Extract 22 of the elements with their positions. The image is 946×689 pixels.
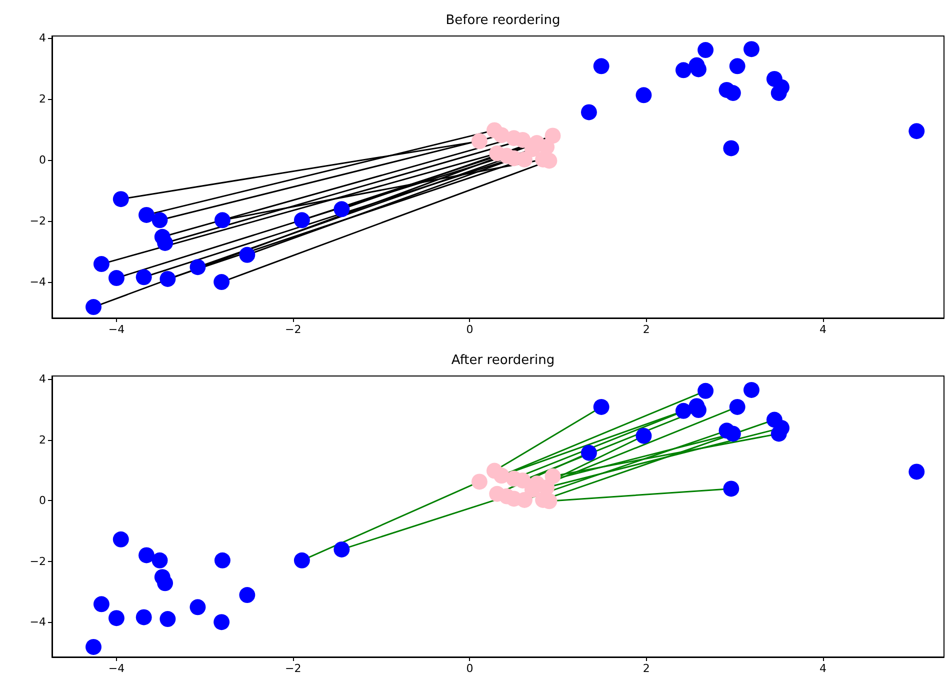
y-tick-label: 0 [39, 154, 46, 167]
x-tick-label: 0 [466, 323, 474, 336]
y-tick-label: −2 [30, 214, 46, 228]
y-tick-label: 0 [39, 494, 46, 508]
x-tick-label: −4 [108, 323, 125, 336]
x-tick-label: −4 [108, 662, 125, 675]
x-tick-label: 4 [820, 662, 827, 675]
y-tick-label: 4 [39, 372, 46, 386]
x-tick-label: 0 [466, 662, 474, 675]
x-tick-label: 2 [642, 323, 650, 336]
chart-title: After reordering [451, 353, 555, 368]
chart-title: Before reordering [446, 13, 560, 28]
y-tick-label: −4 [30, 616, 46, 629]
y-tick-label: −4 [30, 276, 46, 289]
x-tick-label: −2 [284, 662, 302, 675]
x-tick-label: 4 [820, 323, 827, 336]
x-tick-label: 2 [642, 662, 650, 675]
y-tick-label: 4 [39, 32, 46, 45]
y-tick-label: −2 [30, 554, 46, 568]
y-tick-label: 2 [39, 433, 46, 446]
x-tick-label: −2 [284, 323, 302, 336]
y-tick-label: 2 [39, 92, 46, 106]
